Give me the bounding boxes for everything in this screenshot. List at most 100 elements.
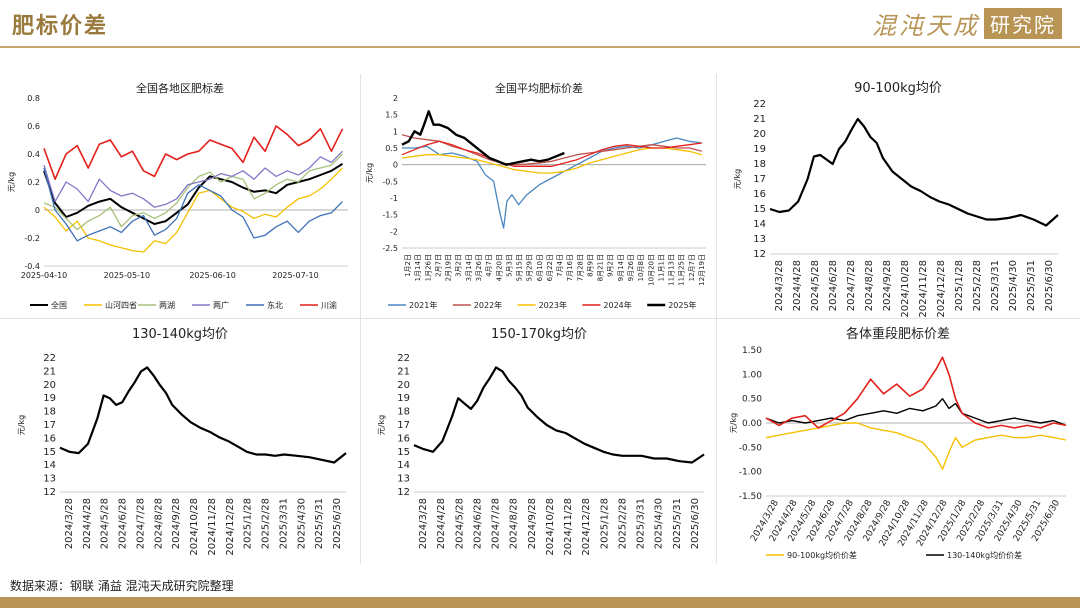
series-line-2024年 bbox=[401, 140, 702, 167]
chart-title: 150-170kg均价 bbox=[491, 327, 587, 342]
chart-title: 90-100kg均价 bbox=[854, 81, 942, 96]
series-line-山河四省 bbox=[43, 167, 343, 253]
y-axis-label: 元/kg bbox=[365, 163, 374, 183]
x-tick-label: 4月20日 bbox=[495, 254, 503, 281]
legend-label: 川渝 bbox=[321, 300, 337, 310]
y-tick-label: 21 bbox=[397, 366, 410, 377]
x-tick-label: 2024/3/28 bbox=[774, 260, 785, 311]
y-tick-label: -1.00 bbox=[739, 468, 763, 478]
x-tick-label: 10月8日 bbox=[637, 254, 645, 281]
series-line-series-2 bbox=[765, 356, 1067, 429]
x-tick-label: 7月16日 bbox=[566, 254, 574, 281]
x-tick-label: 2024/6/28 bbox=[118, 498, 129, 549]
y-tick-label: 1.5 bbox=[385, 111, 398, 120]
x-tick-label: 9月26日 bbox=[627, 254, 635, 281]
x-tick-label: 3月26日 bbox=[475, 254, 483, 281]
legend-label: 2022年 bbox=[474, 300, 502, 310]
y-tick-label: 1 bbox=[393, 127, 398, 136]
series-line-两湖 bbox=[43, 153, 343, 231]
y-tick-label: 19 bbox=[43, 393, 56, 404]
column-divider-2 bbox=[716, 74, 717, 564]
y-tick-label: 18 bbox=[753, 159, 766, 170]
y-tick-label: 16 bbox=[397, 433, 410, 444]
chart-panel-90-100kg: 90-100kg均价 元/kg 12 13 14 15 16 17 18 19 20 21 22 2024… bbox=[720, 74, 1076, 318]
x-tick-label: 2025/1/28 bbox=[954, 260, 965, 311]
series-line-两广 bbox=[43, 150, 343, 208]
y-tick-label: -2 bbox=[390, 227, 398, 236]
y-tick-label: 16 bbox=[753, 189, 766, 200]
x-tick-label: 2024/12/28 bbox=[936, 260, 947, 318]
chart-panel-150-170kg: 150-170kg均价 元/kg 12 13 14 15 16 17 18 19 20 21 22 202… bbox=[364, 320, 714, 562]
y-tick-label: 15 bbox=[753, 204, 766, 215]
x-tick-label: 2025-04-10 bbox=[21, 271, 68, 280]
y-tick-label: 22 bbox=[397, 353, 410, 364]
series-line-series-0 bbox=[59, 366, 347, 464]
x-tick-label: 2025/1/28 bbox=[243, 498, 254, 549]
x-tick-label: 1月26日 bbox=[424, 254, 432, 281]
legend-label: 两湖 bbox=[159, 301, 175, 310]
x-tick-label: 2024/11/28 bbox=[563, 498, 574, 556]
series-line-series-0 bbox=[413, 366, 705, 464]
source-note: 数据来源：钢联 涌益 混沌天成研究院整理 bbox=[10, 579, 234, 593]
series-line-2021年 bbox=[402, 137, 702, 229]
x-tick-label: 2025/5/31 bbox=[672, 498, 683, 549]
x-tick-label: 5月15日 bbox=[516, 254, 524, 281]
y-tick-label: 13 bbox=[753, 234, 766, 245]
y-tick-label: -1.50 bbox=[739, 492, 763, 502]
y-tick-label: 17 bbox=[43, 420, 56, 431]
brand-logo: 混沌天成 研究院 bbox=[872, 7, 1062, 40]
x-tick-label: 2024/6/28 bbox=[828, 260, 839, 311]
y-tick-label: 18 bbox=[43, 407, 56, 418]
y-tick-label: -2.5 bbox=[382, 244, 398, 253]
y-tick-label: 1.00 bbox=[742, 370, 762, 380]
x-tick-label: 2024/4/28 bbox=[82, 498, 93, 549]
chart-panel-130-140kg: 130-140kg均价 元/kg 12 13 14 15 16 17 18 19 20 21 22 202… bbox=[4, 320, 356, 562]
y-tick-label: -0.4 bbox=[24, 262, 40, 271]
x-tick-label: 11月1日 bbox=[657, 254, 665, 281]
series-line-series-0 bbox=[769, 117, 1059, 227]
x-tick-label: 2025/3/31 bbox=[636, 498, 647, 549]
footer-bar bbox=[0, 597, 1080, 608]
x-tick-label: 2025/5/31 bbox=[1026, 260, 1037, 311]
x-tick-label: 2024/5/28 bbox=[810, 260, 821, 311]
y-tick-label: 14 bbox=[753, 219, 766, 230]
y-tick-label: 15 bbox=[397, 447, 410, 458]
chart-title: 130-140kg均价 bbox=[132, 327, 228, 342]
x-tick-label: 12月19日 bbox=[698, 254, 706, 286]
x-tick-label: 2月7日 bbox=[434, 254, 442, 277]
x-tick-label: 1月2日 bbox=[404, 254, 412, 277]
column-divider-1 bbox=[360, 74, 361, 564]
y-tick-label: 20 bbox=[43, 380, 56, 391]
series-line-东北 bbox=[43, 167, 343, 242]
series-line-全国 bbox=[43, 162, 344, 225]
y-tick-label: 0.4 bbox=[27, 150, 40, 159]
y-axis-label: 元/kg bbox=[377, 415, 386, 435]
x-tick-label: 2024/5/28 bbox=[454, 498, 465, 549]
x-tick-label: 2025/4/30 bbox=[296, 498, 307, 549]
legend-label: 2024年 bbox=[603, 300, 631, 310]
y-tick-label: 0.6 bbox=[27, 122, 40, 131]
chart-panel-regional: 全国各地区肥标差 元/kg -0.4 -0.2 0 0.2 0.4 0.6 0.8 2025-04… bbox=[4, 74, 356, 318]
legend-label: 130-140kg均价价差 bbox=[947, 550, 1022, 560]
legend-label: 全国 bbox=[51, 300, 67, 310]
x-tick-label: 2024/4/28 bbox=[792, 260, 803, 311]
y-tick-label: 15 bbox=[43, 447, 56, 458]
y-tick-label: 17 bbox=[753, 174, 766, 185]
x-tick-label: 2024/6/28 bbox=[472, 498, 483, 549]
header: 肥标价差 混沌天成 研究院 bbox=[0, 0, 1080, 48]
x-tick-label: 9月2日 bbox=[607, 254, 615, 277]
y-tick-label: -1 bbox=[390, 194, 398, 203]
x-tick-label: 2024/7/28 bbox=[846, 260, 857, 311]
x-tick-label: 2024/10/28 bbox=[189, 498, 200, 556]
y-tick-label: 22 bbox=[43, 353, 56, 364]
x-tick-label: 2025/3/31 bbox=[990, 260, 1001, 311]
x-tick-label: 8月21日 bbox=[597, 254, 605, 281]
x-tick-label: 2024/5/28 bbox=[100, 498, 111, 549]
row-divider bbox=[0, 318, 1080, 319]
x-tick-label: 2025/2/28 bbox=[261, 498, 272, 549]
x-tick-label: 2025/3/31 bbox=[278, 498, 289, 549]
y-tick-label: 1.50 bbox=[742, 346, 762, 356]
